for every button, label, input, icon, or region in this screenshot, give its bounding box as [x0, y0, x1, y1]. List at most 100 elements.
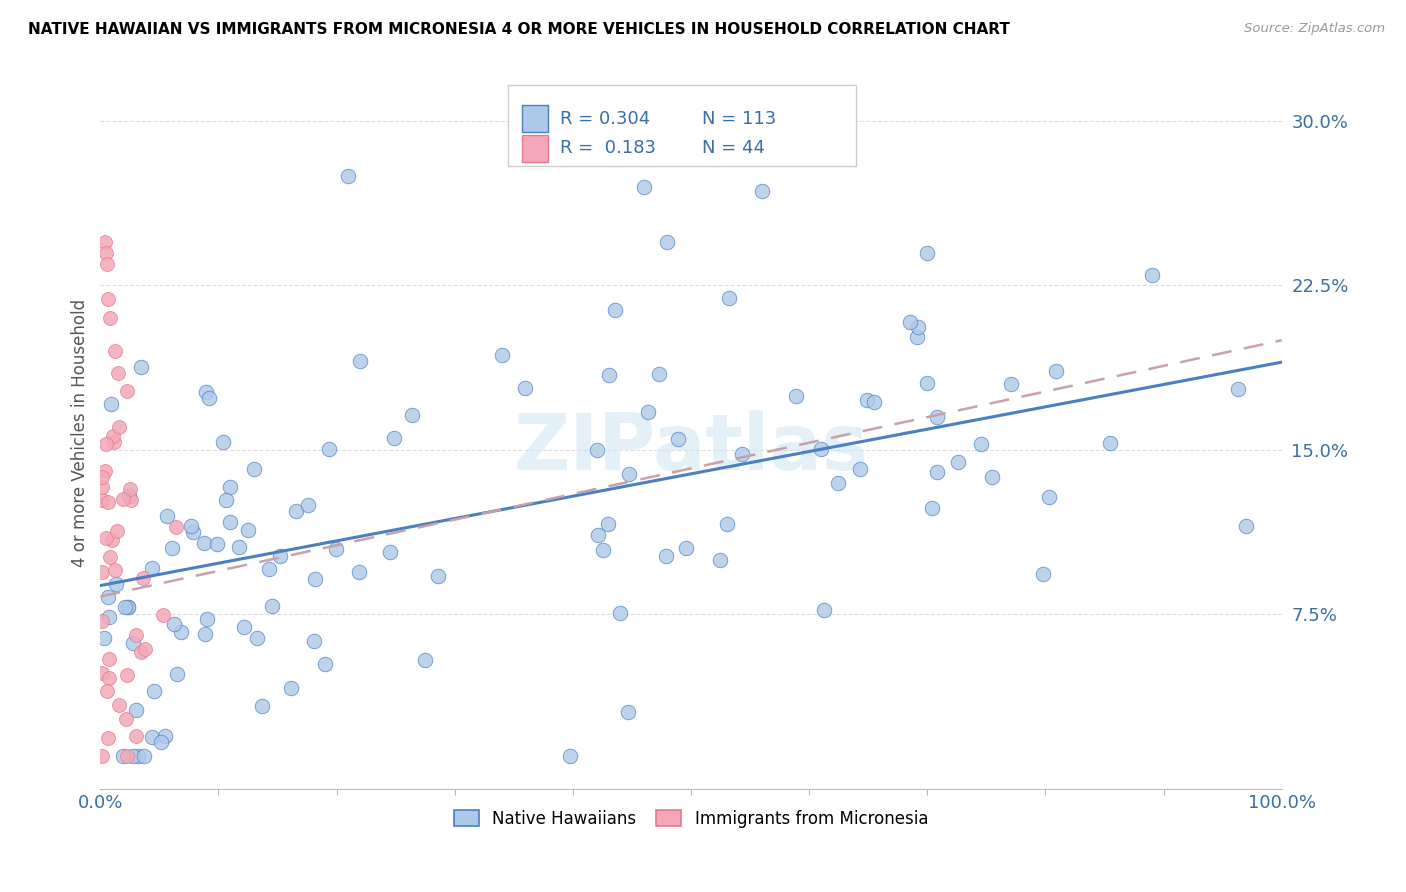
Point [491, 348, 513, 362]
Point [117, 599, 139, 614]
Point [218, 515, 240, 529]
Point [1098, 435, 1121, 450]
Point [1045, 364, 1067, 378]
Point [124, 729, 146, 743]
Point [150, 735, 173, 749]
Point [94, 464, 117, 478]
Point [112, 749, 135, 764]
Point [863, 394, 886, 409]
Point [382, 431, 405, 445]
Point [101, 429, 124, 443]
Point [98, 311, 121, 326]
Point [162, 541, 184, 556]
Point [163, 617, 186, 632]
Point [596, 516, 619, 531]
Point [107, 366, 129, 380]
Point [165, 520, 187, 534]
Point [115, 384, 138, 399]
Point [917, 245, 939, 260]
Point [91, 749, 114, 764]
Point [401, 409, 423, 423]
Point [121, 636, 143, 650]
Point [121, 749, 143, 764]
Point [156, 509, 179, 524]
Point [125, 628, 148, 642]
Point [90, 492, 112, 507]
Point [246, 631, 269, 645]
Point [907, 319, 929, 334]
Point [598, 368, 620, 382]
Legend: Native Hawaiians, Immigrants from Micronesia: Native Hawaiians, Immigrants from Micron… [447, 803, 935, 834]
Text: Source: ZipAtlas.com: Source: ZipAtlas.com [1244, 22, 1385, 36]
Text: N = 113: N = 113 [702, 110, 776, 128]
Point [731, 447, 754, 461]
Point [1227, 382, 1250, 396]
Point [262, 599, 284, 613]
Point [125, 703, 148, 717]
Point [112, 492, 135, 507]
Point [637, 405, 659, 419]
Point [107, 524, 129, 539]
Point [1234, 519, 1257, 533]
Point [668, 433, 690, 447]
Point [946, 455, 969, 469]
Point [785, 388, 807, 402]
Point [927, 465, 949, 479]
Point [413, 653, 436, 667]
Point [285, 504, 308, 518]
Point [232, 620, 254, 634]
Point [970, 437, 993, 451]
Point [96, 531, 118, 545]
Point [207, 537, 229, 551]
FancyBboxPatch shape [508, 85, 856, 167]
Point [90, 565, 112, 579]
Point [96, 684, 118, 698]
Point [118, 489, 141, 503]
Point [103, 344, 125, 359]
Point [152, 607, 174, 622]
Bar [522, 135, 548, 162]
Point [513, 381, 536, 395]
Point [1031, 567, 1053, 582]
Point [120, 493, 142, 508]
Point [349, 354, 371, 368]
Point [90, 469, 112, 483]
Point [97, 495, 120, 509]
Point [141, 730, 163, 744]
Point [97, 590, 120, 604]
Point [129, 645, 152, 659]
Point [905, 330, 928, 344]
Point [132, 749, 155, 764]
Point [325, 542, 347, 557]
Text: R =  0.183: R = 0.183 [560, 139, 657, 157]
Point [657, 235, 679, 249]
Text: R = 0.304: R = 0.304 [560, 110, 650, 128]
Point [115, 668, 138, 682]
Point [93, 631, 115, 645]
Point [98, 549, 121, 564]
Point [927, 410, 949, 425]
Point [115, 712, 138, 726]
Text: NATIVE HAWAIIAN VS IMMIGRANTS FROM MICRONESIA 4 OR MORE VEHICLES IN HOUSEHOLD CO: NATIVE HAWAIIAN VS IMMIGRANTS FROM MICRO… [28, 22, 1010, 37]
Point [107, 698, 129, 712]
Point [1140, 268, 1163, 282]
Point [302, 633, 325, 648]
Point [633, 180, 655, 194]
Text: N = 44: N = 44 [702, 139, 765, 157]
Point [827, 476, 849, 491]
Point [1038, 491, 1060, 505]
Point [97, 731, 120, 745]
Point [194, 627, 217, 641]
Point [129, 359, 152, 374]
Point [212, 434, 235, 449]
Point [314, 657, 336, 671]
Point [103, 434, 125, 449]
Point [94, 235, 117, 249]
Point [101, 533, 124, 548]
Point [337, 169, 360, 183]
Point [304, 572, 326, 586]
Point [1000, 376, 1022, 391]
Point [427, 569, 450, 583]
Point [849, 461, 872, 475]
Point [856, 392, 879, 407]
